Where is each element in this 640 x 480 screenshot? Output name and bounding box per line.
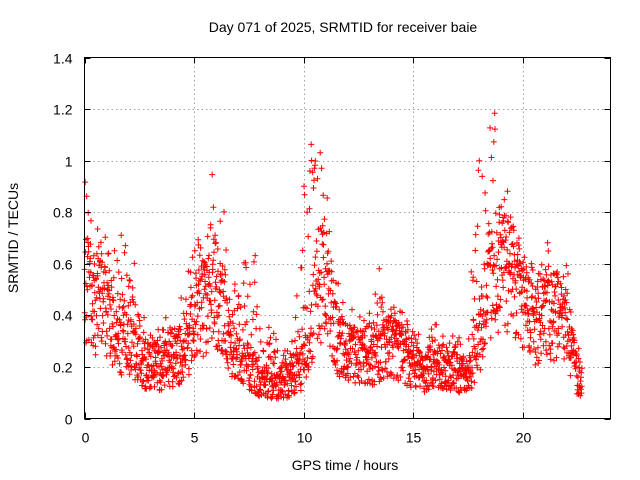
y-tick-label: 0.4	[53, 308, 73, 324]
x-tick-label: 0	[82, 430, 90, 446]
y-tick-label: 0.2	[53, 360, 73, 376]
x-tick-label: 10	[297, 430, 313, 446]
data-points	[81, 110, 585, 402]
x-tick-label: 20	[516, 430, 532, 446]
x-tick-label: 5	[191, 430, 199, 446]
scatter-points	[81, 110, 585, 402]
y-axis-title: SRMTID / TECUs	[5, 183, 21, 293]
y-tick-label: 0.8	[53, 205, 73, 221]
grid	[84, 57, 611, 419]
y-tick-label: 1	[65, 154, 73, 170]
plot-frame	[84, 57, 611, 419]
y-tick-label: 0	[65, 412, 73, 428]
y-tick-label: 1.2	[53, 102, 73, 118]
axis-ticks: 0 0.2 0.4 0.6 0.8 1 1.2 1.4 0 5 10 15 20	[53, 51, 611, 446]
y-tick-label: 1.4	[53, 51, 73, 67]
chart-title: Day 071 of 2025, SRMTID for receiver bai…	[209, 19, 478, 35]
x-axis-title: GPS time / hours	[292, 457, 399, 473]
x-tick-label: 15	[406, 430, 422, 446]
y-tick-label: 0.6	[53, 257, 73, 273]
